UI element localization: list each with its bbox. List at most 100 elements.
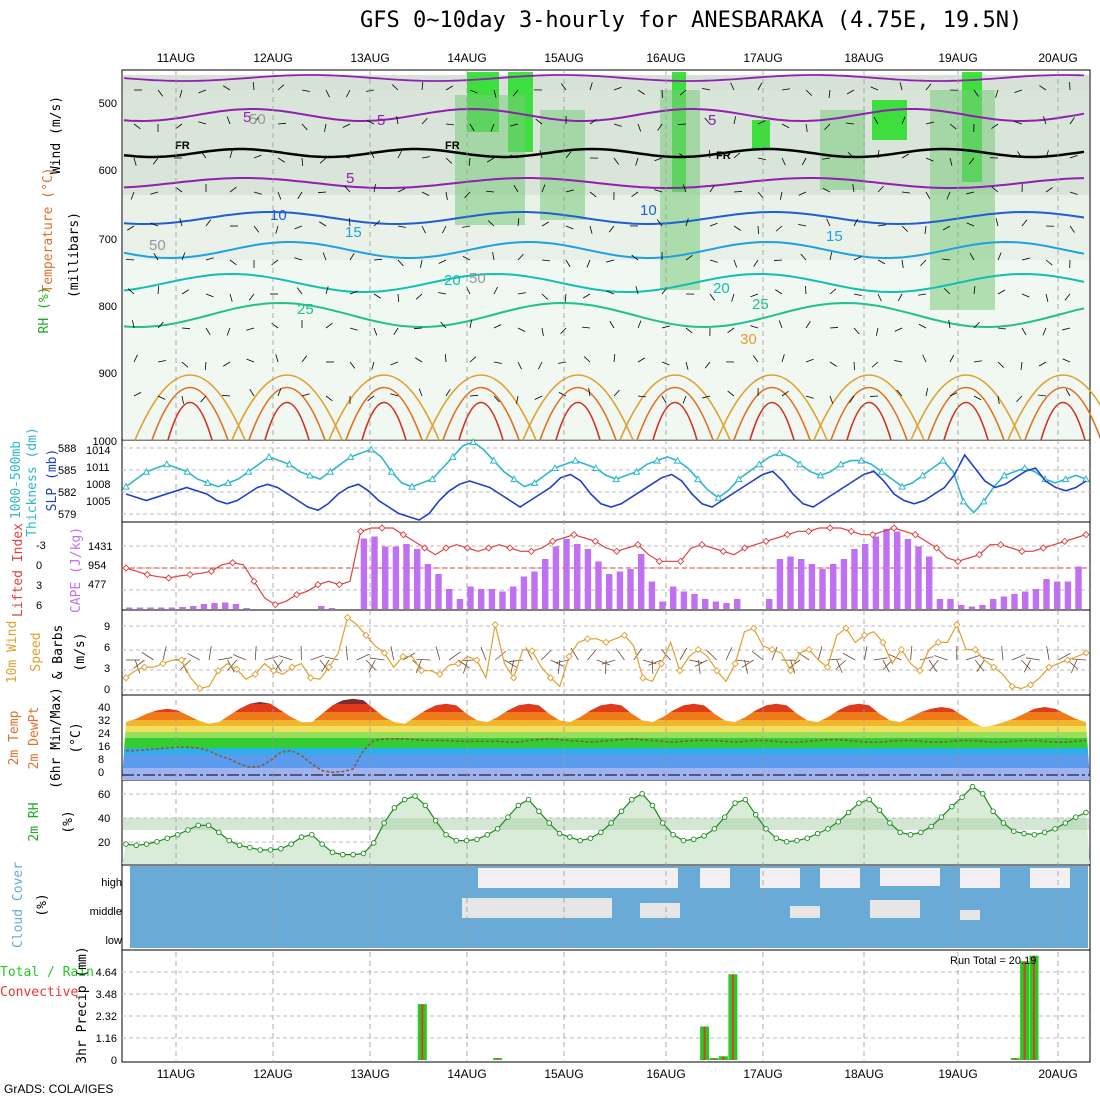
wind-barb <box>1046 646 1050 661</box>
wind-tick-label: 6 <box>104 642 110 654</box>
cloud-series: high middle low <box>90 866 1088 948</box>
cape-bar <box>1000 596 1008 609</box>
cape-bar <box>787 556 794 609</box>
rh-point <box>907 831 914 838</box>
lifted-index-point <box>783 531 791 539</box>
rh-point <box>350 851 356 858</box>
precip-panel-frame <box>121 949 1091 1063</box>
wind-barb <box>853 293 862 297</box>
wind-barb <box>805 123 808 132</box>
rh-point <box>1041 829 1048 836</box>
cape-bar <box>360 538 368 609</box>
ylabel-dewpt: 2m DewPt <box>27 707 42 770</box>
wind-speed-point <box>1026 681 1035 689</box>
wind-barb <box>342 123 351 128</box>
wind-barb <box>934 655 948 661</box>
precip-tick-label: 2.32 <box>96 1011 117 1023</box>
wind-barb <box>462 256 471 261</box>
wind-barb <box>661 361 670 366</box>
surface-temp-contour <box>151 386 229 441</box>
contour-label: 25 <box>752 296 769 313</box>
rh-point <box>195 822 202 829</box>
wind-barb <box>493 89 497 98</box>
thickness-line-point <box>816 471 825 479</box>
convective-bar <box>1023 961 1026 1060</box>
cape-bar <box>712 601 720 609</box>
wind-barb <box>583 356 591 363</box>
wind-barb <box>294 257 303 261</box>
thickness-line-point <box>775 449 784 457</box>
wind-barb <box>397 225 406 228</box>
wind-barb <box>702 395 711 399</box>
wind-barb <box>829 252 833 261</box>
wind-barb <box>541 221 550 227</box>
convective-bar <box>713 1058 715 1060</box>
temp-band <box>122 712 1090 720</box>
wind-barb <box>757 191 764 199</box>
wind-barb <box>1042 327 1047 336</box>
surface-temp-contour <box>555 402 601 441</box>
wind-barb <box>560 327 567 335</box>
wind-speed-point <box>528 647 536 655</box>
wind-barb <box>345 646 348 661</box>
wind-barb <box>558 361 567 364</box>
wind-barb <box>805 285 807 295</box>
wind-barb <box>560 83 567 91</box>
wind-barb <box>179 218 183 227</box>
wind-barb <box>991 186 999 193</box>
lifted-index-point <box>975 551 983 559</box>
wind-speed-point <box>510 674 518 682</box>
date-label-top: 14AUG <box>447 51 486 65</box>
temp-tick-label: 16 <box>98 741 110 753</box>
surface-temp-contour <box>442 386 520 441</box>
wind-barb <box>541 184 546 193</box>
wind-speed-point <box>270 667 278 675</box>
wind-barb <box>277 84 285 91</box>
surface-temp-contour <box>652 402 698 441</box>
thickness-line-point <box>857 456 866 464</box>
wind-barb <box>709 185 715 193</box>
wind-speed-point <box>288 663 296 671</box>
wind-speed-point <box>990 663 998 671</box>
wind-speed-point <box>1063 656 1072 664</box>
rh-point <box>443 831 449 838</box>
rh-point <box>928 823 934 830</box>
wind-barb <box>869 395 879 397</box>
wind-barb <box>325 89 330 98</box>
wind-barb <box>637 357 646 363</box>
rh-point <box>598 829 604 836</box>
wind-barb <box>420 259 423 268</box>
thickness-line-point <box>142 467 151 475</box>
lifted-index-point <box>1039 544 1047 552</box>
rh-mid-patch <box>930 90 995 310</box>
thickness-line-point <box>714 493 723 501</box>
temp-tick-label: 8 <box>98 754 104 766</box>
contour-label: FR <box>445 140 460 152</box>
wind-barb <box>321 659 330 673</box>
slp-tick-label: 1011 <box>86 462 110 474</box>
wind-barb <box>393 327 399 335</box>
wind-barb <box>365 659 377 671</box>
temp-contour-25 <box>123 301 1085 329</box>
wind-barb <box>421 82 424 91</box>
wind-speed-point <box>713 667 721 675</box>
wind-speed-point <box>786 667 795 675</box>
ylabel-wind: Wind (m/s) <box>49 96 64 174</box>
wind-barb <box>271 259 279 266</box>
wind-barb <box>301 157 304 167</box>
wind-speed-point <box>971 645 979 654</box>
rh-point <box>783 838 790 845</box>
wind-barb <box>1016 395 1023 403</box>
wind-barb <box>157 89 164 97</box>
cape-bar <box>328 608 336 609</box>
lifted-index-point <box>442 544 450 552</box>
contour-label: 15 <box>826 228 843 245</box>
wind-barb <box>325 322 333 329</box>
surface-temp-contour <box>846 402 892 441</box>
rh-point <box>154 838 160 845</box>
rh-point <box>763 826 769 832</box>
convective-bar <box>703 1026 706 1060</box>
wind-barb <box>413 327 423 330</box>
date-label-bottom: 16AUG <box>646 1067 685 1081</box>
cape-bar <box>552 546 560 609</box>
